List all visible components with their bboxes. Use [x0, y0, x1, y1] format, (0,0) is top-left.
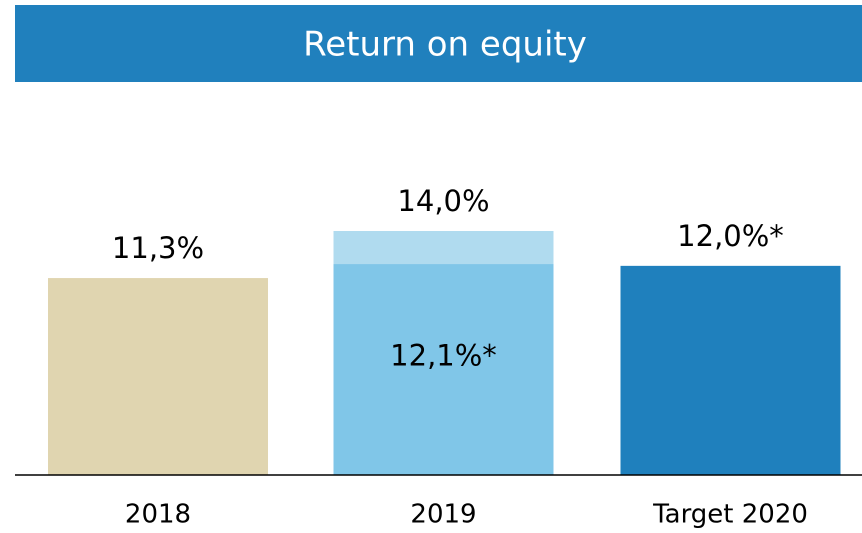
bar: [48, 278, 268, 475]
data-label: 12,0%*: [677, 219, 784, 253]
bar: [333, 264, 554, 475]
x-tick-label: 2019: [410, 500, 476, 530]
data-label: 12,1%*: [390, 339, 497, 373]
x-tick-label: 2018: [125, 500, 191, 530]
data-label: 14,0%: [397, 184, 489, 218]
x-tick-label: Target 2020: [652, 500, 808, 530]
title-banner: [15, 5, 862, 82]
chart-title: Return on equity: [303, 25, 587, 65]
data-label: 11,3%: [112, 231, 204, 265]
bar: [620, 265, 841, 475]
